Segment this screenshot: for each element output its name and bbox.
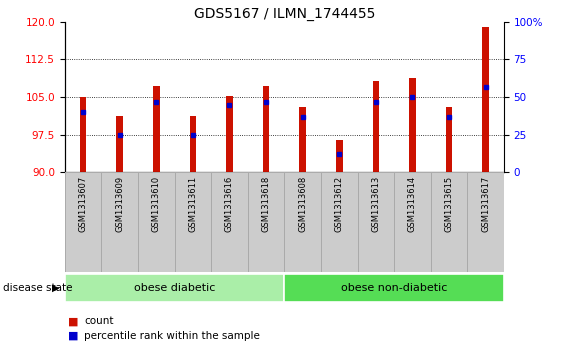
- Bar: [284, 274, 504, 302]
- Bar: [409, 78, 415, 172]
- Bar: [211, 172, 248, 272]
- Bar: [358, 172, 394, 272]
- Text: GSM1313615: GSM1313615: [445, 175, 453, 232]
- Bar: [65, 172, 101, 272]
- Text: disease state: disease state: [3, 283, 72, 293]
- Bar: [482, 27, 489, 172]
- Bar: [190, 116, 196, 172]
- Bar: [65, 274, 284, 302]
- Title: GDS5167 / ILMN_1744455: GDS5167 / ILMN_1744455: [194, 7, 375, 21]
- Bar: [321, 172, 358, 272]
- Text: obese diabetic: obese diabetic: [134, 283, 215, 293]
- Bar: [153, 86, 159, 172]
- Text: ■: ■: [68, 316, 78, 326]
- Bar: [431, 172, 467, 272]
- Text: GSM1313607: GSM1313607: [79, 175, 87, 232]
- Text: GSM1313610: GSM1313610: [152, 175, 160, 232]
- Bar: [300, 107, 306, 172]
- Text: ▶: ▶: [52, 283, 60, 293]
- Bar: [467, 172, 504, 272]
- Text: GSM1313611: GSM1313611: [189, 175, 197, 232]
- Text: count: count: [84, 316, 114, 326]
- Bar: [101, 172, 138, 272]
- Text: GSM1313616: GSM1313616: [225, 175, 234, 232]
- Text: GSM1313612: GSM1313612: [335, 175, 343, 232]
- Bar: [336, 140, 342, 172]
- Bar: [263, 86, 269, 172]
- Bar: [394, 172, 431, 272]
- Text: GSM1313614: GSM1313614: [408, 175, 417, 232]
- Text: percentile rank within the sample: percentile rank within the sample: [84, 331, 260, 341]
- Text: GSM1313608: GSM1313608: [298, 175, 307, 232]
- Text: GSM1313609: GSM1313609: [115, 175, 124, 232]
- Bar: [446, 107, 452, 172]
- Bar: [117, 116, 123, 172]
- Bar: [226, 96, 233, 172]
- Text: obese non-diabetic: obese non-diabetic: [341, 283, 447, 293]
- Bar: [284, 172, 321, 272]
- Text: GSM1313613: GSM1313613: [372, 175, 380, 232]
- Bar: [80, 97, 86, 172]
- Text: GSM1313617: GSM1313617: [481, 175, 490, 232]
- Bar: [248, 172, 284, 272]
- Bar: [138, 172, 175, 272]
- Bar: [175, 172, 211, 272]
- Bar: [373, 81, 379, 172]
- Text: GSM1313618: GSM1313618: [262, 175, 270, 232]
- Text: ■: ■: [68, 331, 78, 341]
